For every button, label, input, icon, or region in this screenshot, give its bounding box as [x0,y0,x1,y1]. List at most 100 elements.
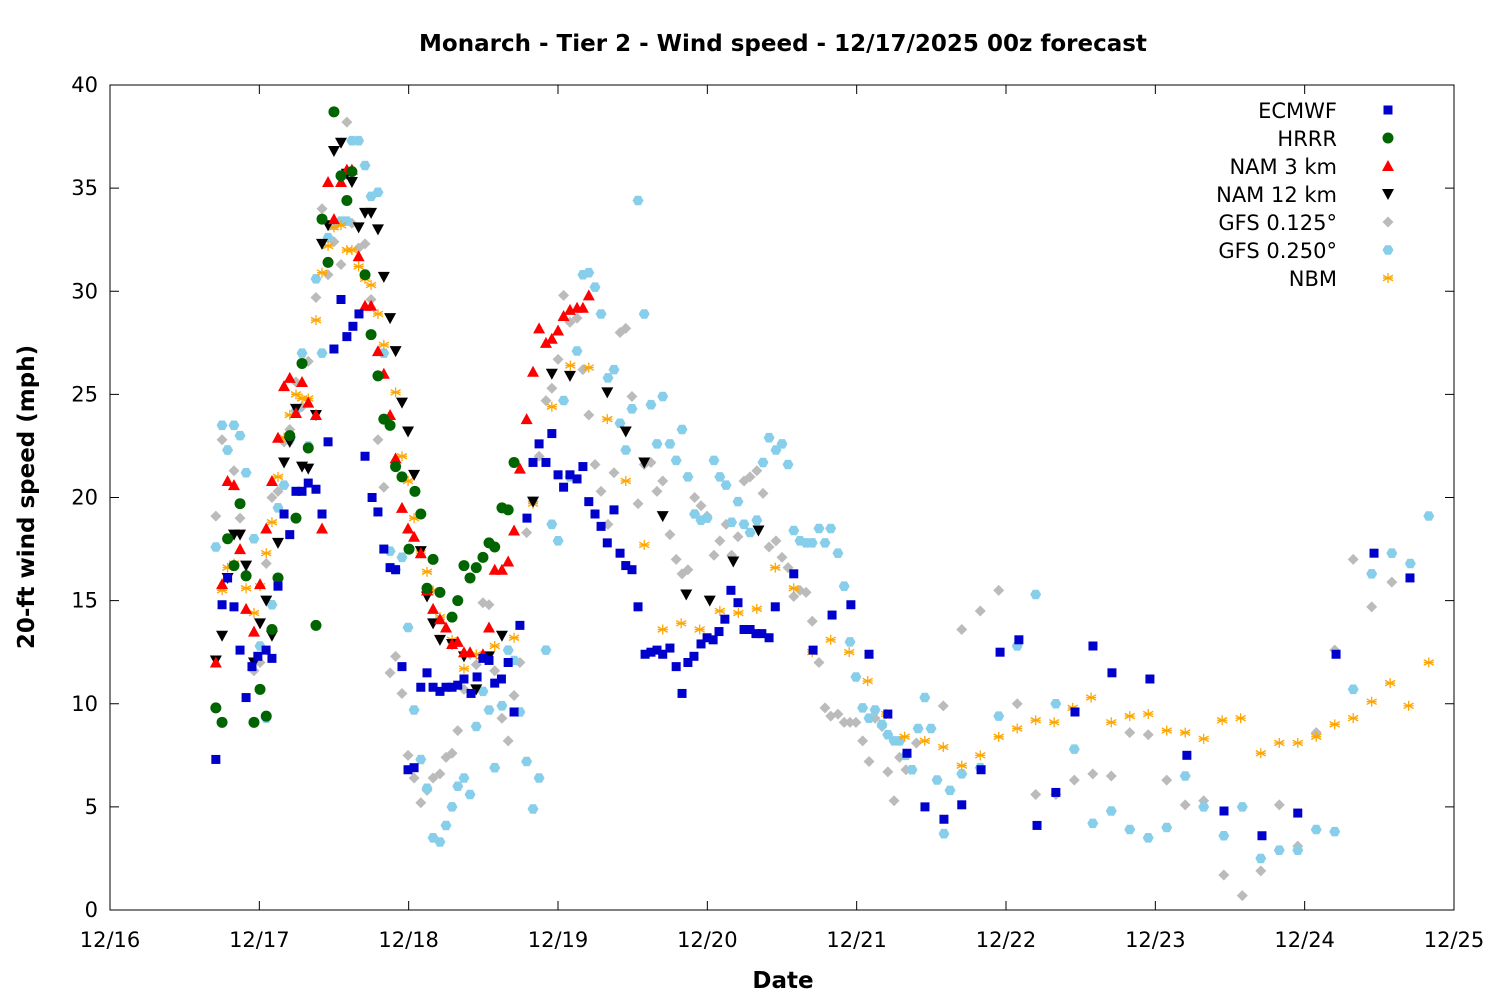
data-point [283,371,296,383]
data-point [670,455,682,466]
data-point [408,772,420,784]
data-point [938,828,950,839]
data-point [240,570,252,582]
x-tick-label: 12/21 [826,928,887,952]
data-point [272,471,284,482]
data-point [1182,750,1192,760]
data-point [976,765,986,775]
data-point [484,655,494,665]
data-point [739,625,749,634]
data-point [408,469,421,481]
data-point [956,760,968,771]
data-point [278,457,291,469]
data-point [234,543,247,555]
data-point [1179,799,1191,811]
data-point [1218,869,1230,881]
data-point [503,658,513,667]
data-point [800,586,812,598]
data-point [1257,831,1267,841]
data-point [216,420,228,431]
data-point [571,312,583,324]
legend-label: GFS 0.250° [1218,239,1337,263]
data-point [1329,719,1341,730]
data-point [589,282,601,292]
x-tick-label: 12/20 [677,928,738,952]
data-point [1070,707,1080,717]
data-point [446,747,458,759]
data-point [266,624,278,635]
data-point [708,455,720,466]
data-point [502,555,515,567]
data-point [217,600,227,610]
data-point [638,539,650,550]
data-point [372,370,384,382]
data-points [209,106,1435,902]
data-point [545,332,558,344]
data-point [665,643,675,653]
x-tick-label: 12/17 [229,928,290,952]
data-point [1011,723,1023,734]
data-point [578,462,588,472]
data-point [428,682,438,692]
data-point [290,512,302,524]
y-tick-label: 10 [71,692,98,716]
data-point [227,479,240,491]
data-point [290,389,302,400]
data-point [478,653,488,663]
data-point [540,645,552,655]
data-point [583,267,595,278]
data-point [714,472,726,482]
data-point [614,418,626,428]
legend-marker [1382,273,1394,283]
data-point [371,345,384,357]
data-point [266,492,278,503]
data-point [1142,833,1154,843]
data-point [390,461,402,473]
data-point [345,176,358,188]
data-point [513,462,526,474]
data-point [708,549,720,561]
x-tick-label: 12/16 [80,928,141,952]
data-point [391,565,401,575]
data-point [1198,802,1210,812]
data-point [527,804,539,814]
data-point [595,485,607,497]
x-tick-label: 12/25 [1424,928,1485,952]
data-point [540,395,552,407]
data-point [234,498,246,510]
data-point [744,527,756,538]
data-point [266,600,278,610]
data-point [1384,678,1396,689]
data-point [619,426,632,438]
data-point [850,672,862,682]
data-point [1087,768,1099,780]
data-point [284,430,296,442]
data-point [732,496,744,507]
data-point [433,634,446,646]
data-point [483,599,495,611]
data-point [311,484,321,494]
data-point [353,135,365,146]
data-point [626,390,638,402]
data-point [939,814,949,824]
data-point [509,707,519,717]
data-point [458,773,470,783]
data-point [495,563,508,575]
data-point [1142,729,1154,741]
data-point [920,802,930,812]
data-point [272,431,284,443]
data-point [844,637,856,647]
data-point [701,513,713,523]
data-point [553,470,563,480]
data-point [508,690,520,701]
data-point [309,409,322,420]
data-point [453,680,463,690]
data-point [414,547,427,559]
data-point [508,632,520,643]
data-point [727,556,740,568]
data-point [222,533,234,545]
series-nam-3-km [209,163,595,668]
data-point [489,762,501,773]
data-point [373,507,383,517]
